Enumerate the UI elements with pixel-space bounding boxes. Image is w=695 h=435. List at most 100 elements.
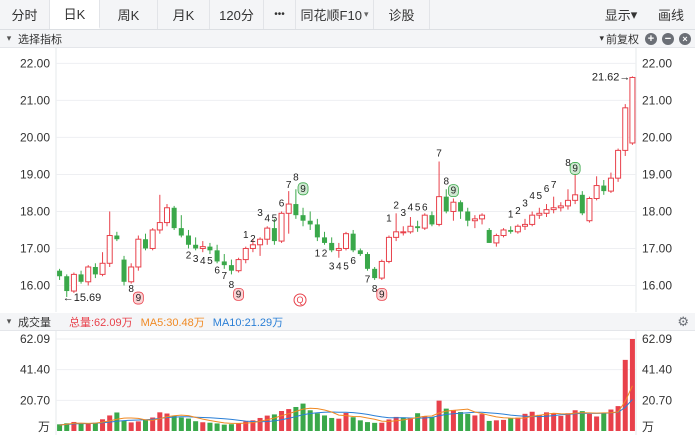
volume-chart[interactable]: 62.09 41.40 20.70 万 62.09 41.40 20.70 万 — [0, 331, 695, 435]
svg-text:5: 5 — [537, 191, 543, 202]
svg-text:7: 7 — [365, 275, 371, 286]
candle — [149, 228, 156, 251]
f10-dropdown[interactable]: 同花顺F10 ▾ — [296, 0, 374, 29]
svg-text:1: 1 — [508, 210, 514, 221]
volume-bar — [78, 423, 84, 431]
candle — [342, 231, 350, 251]
svg-text:4: 4 — [200, 256, 206, 267]
candle — [178, 215, 184, 238]
volume-bar — [393, 416, 399, 431]
ma10-line — [59, 399, 633, 426]
volume-bar — [214, 423, 220, 431]
svg-text:8: 8 — [565, 158, 571, 169]
td-label: 7 — [365, 275, 371, 286]
tab-120min[interactable]: 120分 — [210, 0, 264, 29]
candlestick-chart[interactable]: 22.00 21.00 20.00 19.00 18.00 17.00 16.00 22.0… — [0, 48, 695, 312]
volume-bar — [443, 408, 449, 431]
candle — [57, 268, 63, 280]
svg-text:4: 4 — [529, 191, 535, 202]
f10-label: 同花顺F10 — [300, 8, 362, 23]
tab-monthly-k[interactable]: 月K — [158, 0, 210, 29]
candle — [393, 213, 400, 242]
candle — [629, 76, 636, 145]
price-adjust-dropdown[interactable]: ▾ 前复权 — [599, 31, 639, 47]
tab-intraday[interactable]: 分时 — [0, 0, 50, 29]
candle — [221, 254, 227, 269]
zoom-out-icon[interactable]: − — [662, 32, 674, 45]
tab-daily-k[interactable]: 日K — [50, 0, 100, 29]
volume-bar — [221, 424, 227, 431]
price-tick-right: 21.00 — [642, 93, 672, 107]
close-icon[interactable]: × — [679, 32, 691, 45]
volume-bar — [343, 412, 349, 431]
td-label: 9 — [448, 184, 459, 198]
candle — [163, 204, 170, 227]
more-menu-label: ••• — [274, 9, 285, 20]
candle — [364, 252, 370, 271]
candle — [85, 265, 92, 286]
volume-bar — [85, 423, 91, 431]
chevron-down-icon[interactable]: ▾ — [6, 316, 12, 326]
volume-grid — [55, 331, 637, 435]
td-label: 1 — [243, 230, 249, 241]
volume-bar — [71, 421, 77, 431]
candle — [329, 237, 335, 253]
q-marker[interactable]: Q — [293, 293, 307, 307]
chevron-down-icon[interactable]: ▾ — [6, 33, 12, 43]
td-label: 7 — [436, 149, 442, 160]
candle — [586, 196, 593, 223]
price-axis-right: 22.00 21.00 20.00 19.00 18.00 17.00 16.00 — [642, 56, 672, 292]
price-tick-right: 19.00 — [642, 167, 672, 181]
svg-text:1: 1 — [315, 249, 321, 260]
td-label: 4 — [200, 256, 206, 267]
gear-icon[interactable]: ⚙ — [677, 313, 689, 329]
volume-bar — [200, 422, 206, 431]
volume-ma10-label: MA10:21.29万 — [212, 316, 284, 329]
price-tick-right: 17.00 — [642, 241, 672, 255]
tab-weekly-k[interactable]: 周K — [100, 0, 158, 29]
candle — [278, 211, 285, 243]
price-tick-right: 18.00 — [642, 204, 672, 218]
candle — [307, 211, 313, 230]
indicator-header: ▾ 选择指标 ▾ 前复权 + − × — [0, 30, 695, 48]
select-indicator-button[interactable]: 选择指标 — [18, 33, 62, 46]
svg-text:2: 2 — [393, 200, 399, 211]
candle — [135, 235, 142, 271]
volume-bar — [236, 423, 242, 431]
volume-bar — [207, 422, 213, 431]
candle — [493, 233, 500, 247]
td-label: 3 — [522, 199, 528, 210]
draw-line-button[interactable]: 画线 — [647, 0, 695, 29]
candle — [415, 220, 421, 232]
candle — [185, 229, 191, 249]
candle — [322, 231, 328, 245]
candle — [550, 196, 557, 214]
volume-bar — [171, 415, 177, 431]
volume-bar — [286, 409, 292, 431]
volume-bar — [336, 418, 342, 431]
candle — [293, 189, 299, 219]
td-label: 1 — [315, 249, 321, 260]
volume-bar — [565, 413, 571, 431]
svg-text:6: 6 — [214, 265, 220, 276]
td-label: 7 — [551, 180, 557, 191]
volume-bar — [57, 424, 63, 431]
candle — [285, 191, 292, 234]
price-grid — [55, 48, 637, 312]
volume-bar — [543, 412, 549, 431]
candle — [522, 218, 529, 230]
svg-text:6: 6 — [544, 184, 550, 195]
volume-bar — [400, 417, 406, 431]
td-label: 5 — [537, 191, 543, 202]
zoom-in-icon[interactable]: + — [645, 32, 657, 45]
td-label: 7 — [221, 271, 227, 282]
td-label: 3 — [401, 208, 407, 219]
volume-tick-left: 62.09 — [20, 332, 50, 346]
candle — [421, 213, 428, 230]
volume-bar — [450, 409, 456, 431]
stock-diagnosis-button[interactable]: 诊股 — [374, 0, 430, 29]
more-menu-button[interactable]: ••• — [264, 0, 296, 29]
display-menu-button[interactable]: 显示 ▾ — [595, 0, 647, 29]
volume-bar — [357, 420, 363, 431]
candle — [199, 241, 206, 253]
